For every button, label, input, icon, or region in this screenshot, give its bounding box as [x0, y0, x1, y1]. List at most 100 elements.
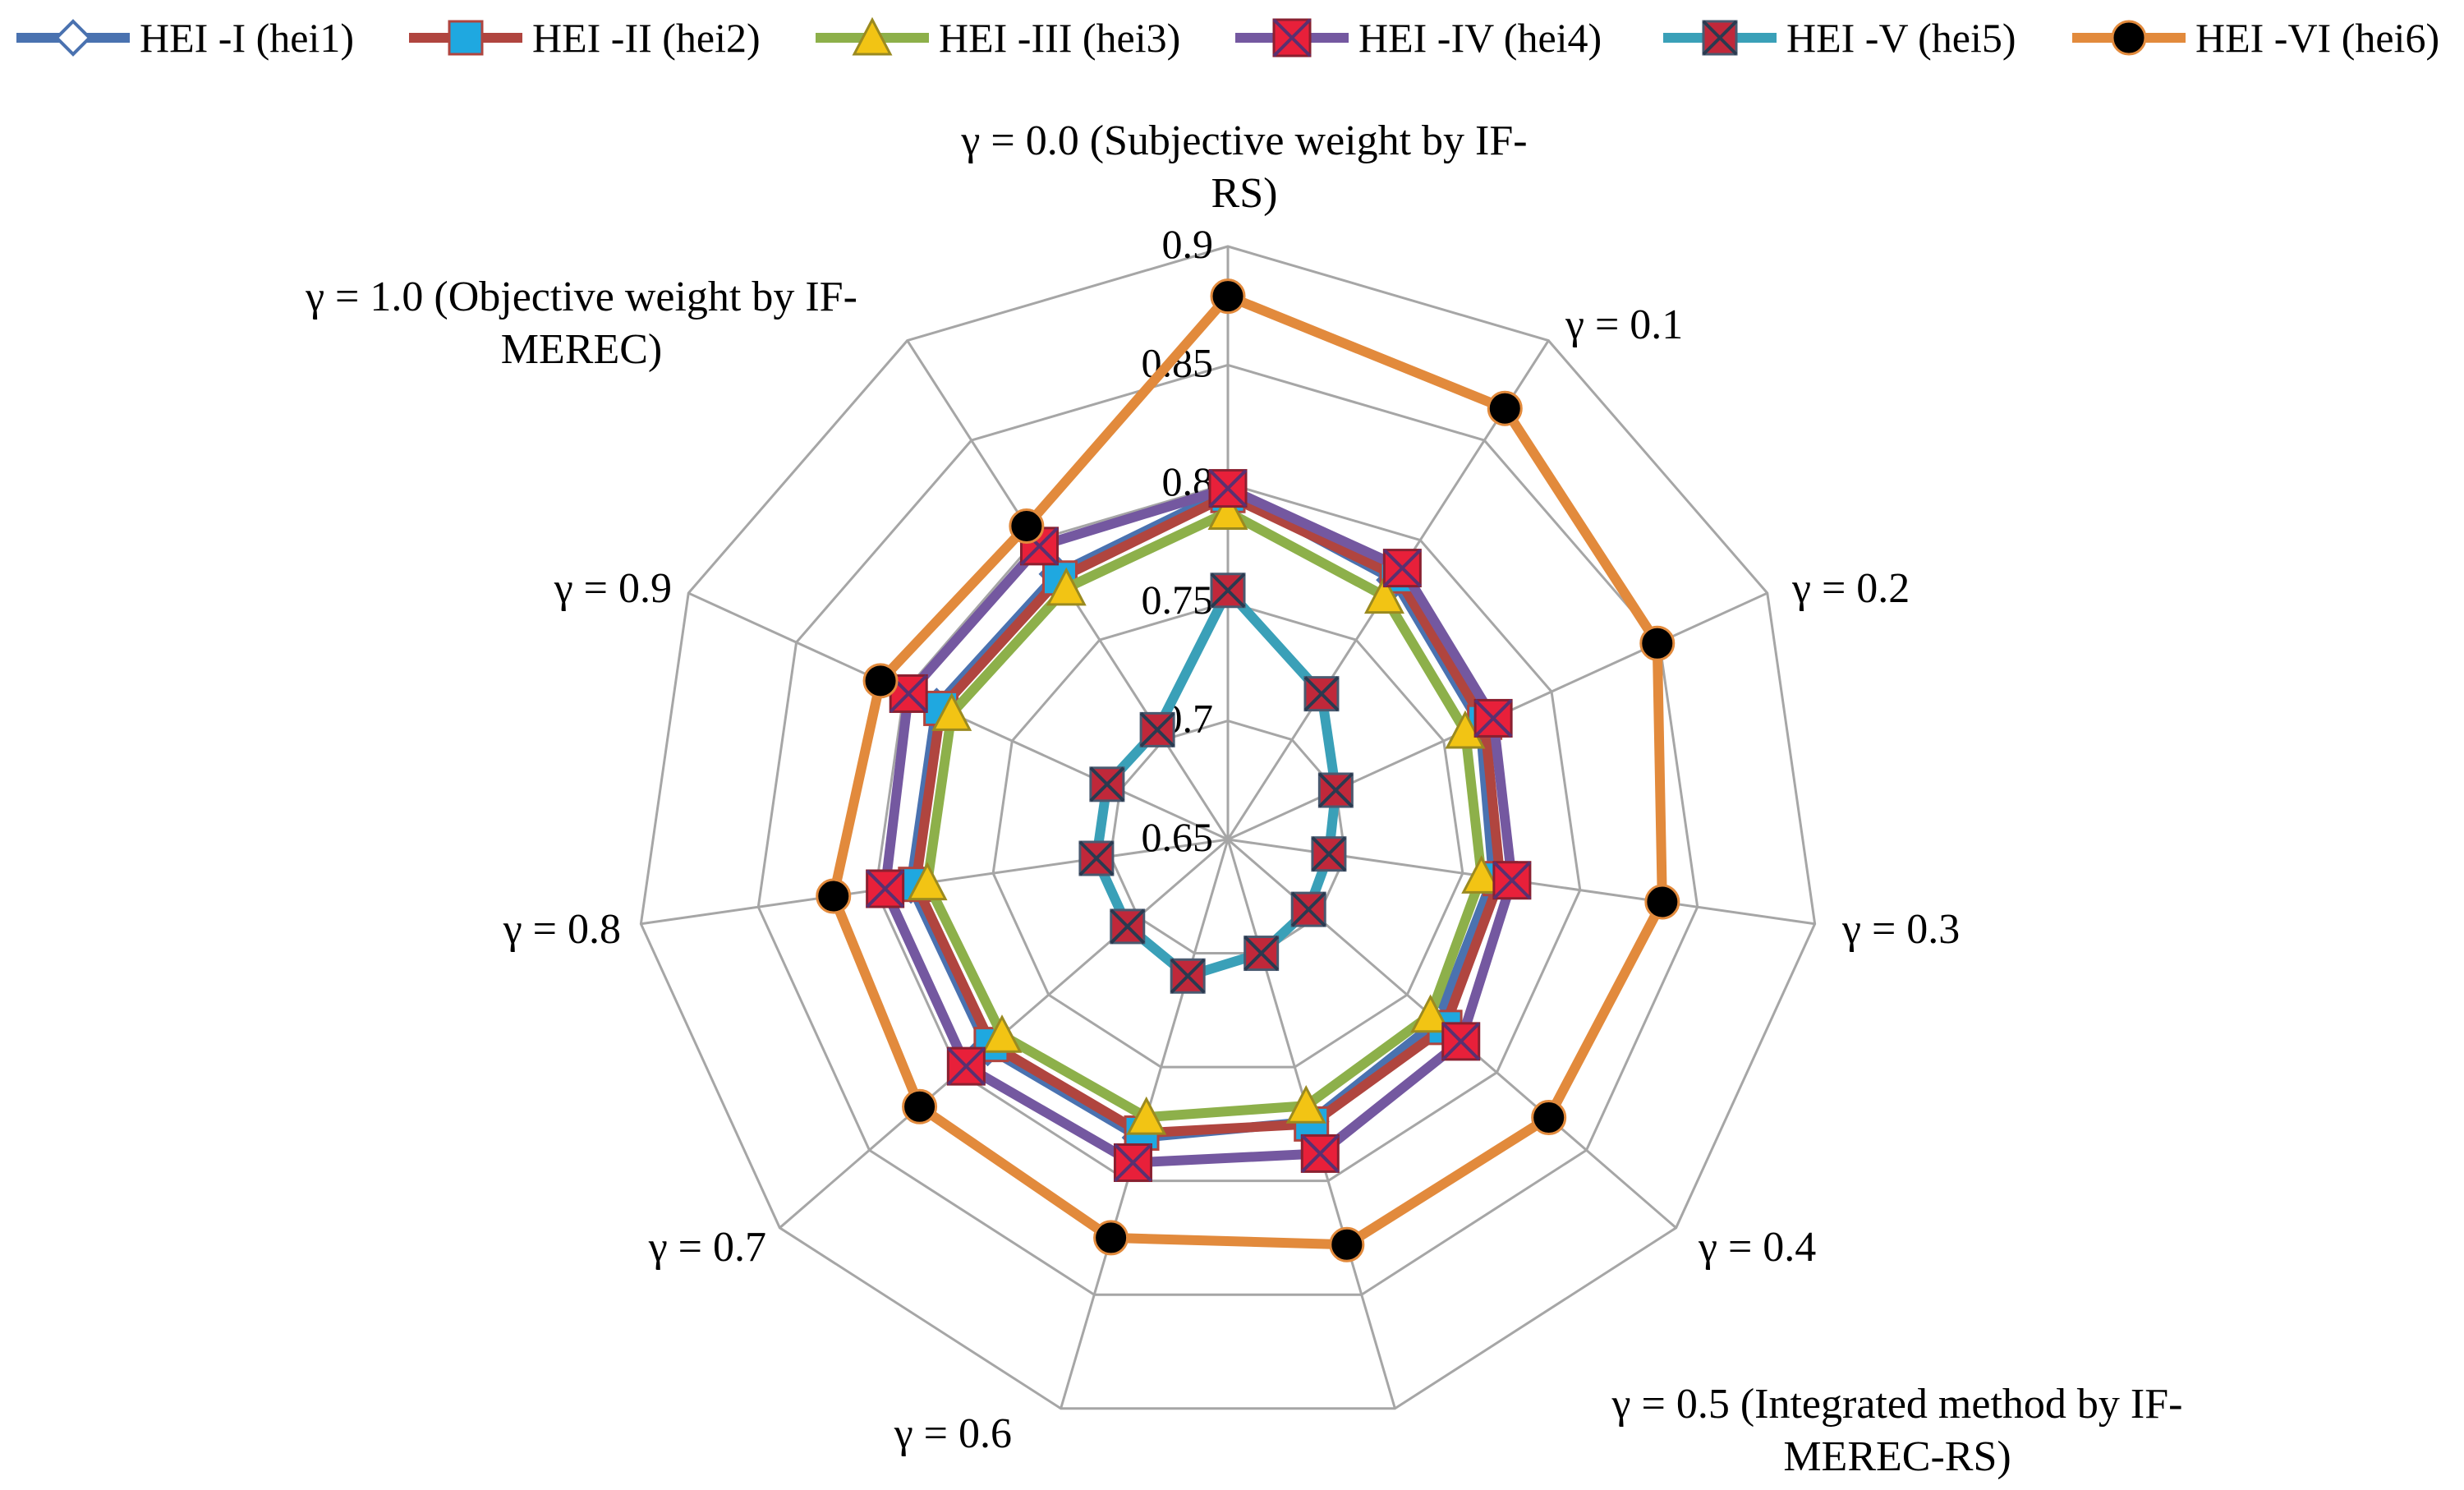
legend-item: HEI -II (hei2) — [409, 15, 761, 61]
data-point — [1208, 469, 1248, 508]
legend-item: HEI -IV (hei4) — [1235, 15, 1602, 61]
category-label: γ = 0.0 (Subjective weight by IF- RS) — [960, 117, 1527, 217]
legend-label: HEI -II (hei2) — [532, 15, 761, 61]
data-point — [1382, 549, 1422, 588]
category-label: γ = 0.8 — [503, 906, 621, 953]
category-label: γ = 0.9 — [554, 565, 672, 612]
series-line — [828, 291, 1667, 1250]
category-label-line: MEREC-RS) — [1783, 1433, 2011, 1480]
tick-label: 0.9 — [1162, 221, 1214, 267]
radar-grid — [639, 245, 1817, 1410]
data-point — [1210, 278, 1246, 315]
data-point — [981, 1014, 1023, 1053]
data-point — [852, 16, 893, 56]
category-label-line: γ = 0.4 — [1698, 1224, 1816, 1271]
data-point — [1285, 1084, 1326, 1124]
category-label-line: γ = 0.3 — [1841, 906, 1960, 953]
data-point — [1078, 840, 1115, 876]
category-label-line: γ = 0.7 — [648, 1224, 766, 1271]
data-point — [1300, 1134, 1340, 1173]
grid-ring — [991, 600, 1464, 1069]
data-point — [1303, 676, 1340, 712]
data-point — [1170, 958, 1206, 994]
data-point — [1113, 1143, 1152, 1182]
data-point — [1317, 772, 1354, 808]
category-label-line: MEREC) — [501, 326, 662, 373]
data-point — [1290, 891, 1326, 927]
data-point — [866, 869, 905, 908]
data-point — [1139, 711, 1175, 747]
legend-label: HEI -IV (hei4) — [1358, 15, 1602, 61]
category-label: γ = 0.4 — [1698, 1224, 1816, 1271]
data-point — [1126, 1096, 1167, 1135]
legend-item: HEI -VI (hei6) — [2072, 15, 2439, 61]
data-point — [1531, 1100, 1567, 1136]
data-point — [1272, 18, 1312, 57]
category-label-line: γ = 0.2 — [1791, 565, 1910, 612]
legend-item: HEI -V (hei5) — [1663, 15, 2016, 61]
data-point — [1702, 20, 1738, 56]
tick-label: 0.75 — [1142, 577, 1214, 623]
legend-label: HEI -III (hei3) — [939, 15, 1180, 61]
data-point — [1009, 508, 1045, 545]
data-point — [931, 692, 972, 731]
data-point — [1487, 390, 1523, 426]
data-point — [862, 663, 899, 699]
series-4 — [866, 469, 1532, 1182]
data-point — [816, 878, 852, 914]
data-point — [1441, 1022, 1481, 1061]
series-layer — [816, 278, 1680, 1262]
data-point — [1093, 1220, 1129, 1256]
data-point — [1492, 861, 1532, 900]
category-label: γ = 0.6 — [894, 1410, 1012, 1457]
data-point — [1207, 491, 1248, 530]
category-label: γ = 0.5 (Integrated method by IF- MEREC-R… — [1611, 1381, 2183, 1480]
category-label: γ = 0.3 — [1841, 906, 1960, 953]
data-point — [54, 19, 92, 57]
data-point — [1110, 908, 1146, 945]
series-line — [910, 490, 1506, 1138]
data-point — [1311, 836, 1347, 872]
data-point — [1644, 884, 1680, 920]
legend-label: HEI -I (hei1) — [140, 15, 354, 61]
data-point — [1410, 994, 1451, 1033]
data-point — [448, 20, 484, 56]
legend-label: HEI -V (hei5) — [1786, 15, 2016, 61]
data-point — [2111, 20, 2147, 56]
data-point — [1364, 575, 1404, 614]
category-label: γ = 0.2 — [1791, 565, 1910, 612]
category-label: γ = 0.7 — [648, 1224, 766, 1271]
category-label-line: γ = 0.9 — [554, 565, 672, 612]
category-label-line: γ = 1.0 (Objective weight by IF- — [305, 274, 857, 320]
data-point — [907, 862, 948, 901]
data-point — [1089, 766, 1125, 802]
data-point — [889, 674, 928, 713]
category-labels: γ = 0.0 (Subjective weight by IF-RS)γ = … — [305, 117, 2182, 1480]
category-label-line: γ = 0.1 — [1565, 301, 1683, 348]
data-point — [902, 1088, 938, 1124]
category-label: γ = 0.1 — [1565, 301, 1683, 348]
category-label: γ = 1.0 (Objective weight by IF- MEREC) — [305, 274, 857, 373]
legend-item: HEI -III (hei3) — [816, 15, 1180, 61]
grid-ring — [639, 245, 1817, 1410]
series-6 — [816, 278, 1680, 1262]
data-point — [1473, 698, 1513, 738]
data-point — [1210, 573, 1246, 609]
legend-item: HEI -I (hei1) — [16, 15, 354, 61]
series-line — [880, 483, 1517, 1168]
data-point — [1639, 625, 1676, 661]
legend: HEI -I (hei1) HEI -II (hei2) HEI -III (hei… — [16, 15, 2439, 61]
category-label-line: γ = 0.8 — [503, 906, 621, 953]
data-point — [1243, 936, 1280, 972]
data-point — [946, 1046, 986, 1086]
tick-label: 0.65 — [1142, 814, 1214, 860]
data-point — [1329, 1226, 1365, 1262]
data-point — [1461, 855, 1502, 894]
legend-label: HEI -VI (hei6) — [2195, 15, 2439, 61]
category-label-line: γ = 0.5 (Integrated method by IF- — [1611, 1381, 2183, 1428]
category-label-line: γ = 0.6 — [894, 1410, 1012, 1457]
data-point — [1046, 567, 1087, 606]
series-line — [922, 507, 1487, 1123]
series-5 — [1078, 573, 1354, 994]
category-label-line: γ = 0.0 (Subjective weight by IF- — [960, 117, 1527, 164]
